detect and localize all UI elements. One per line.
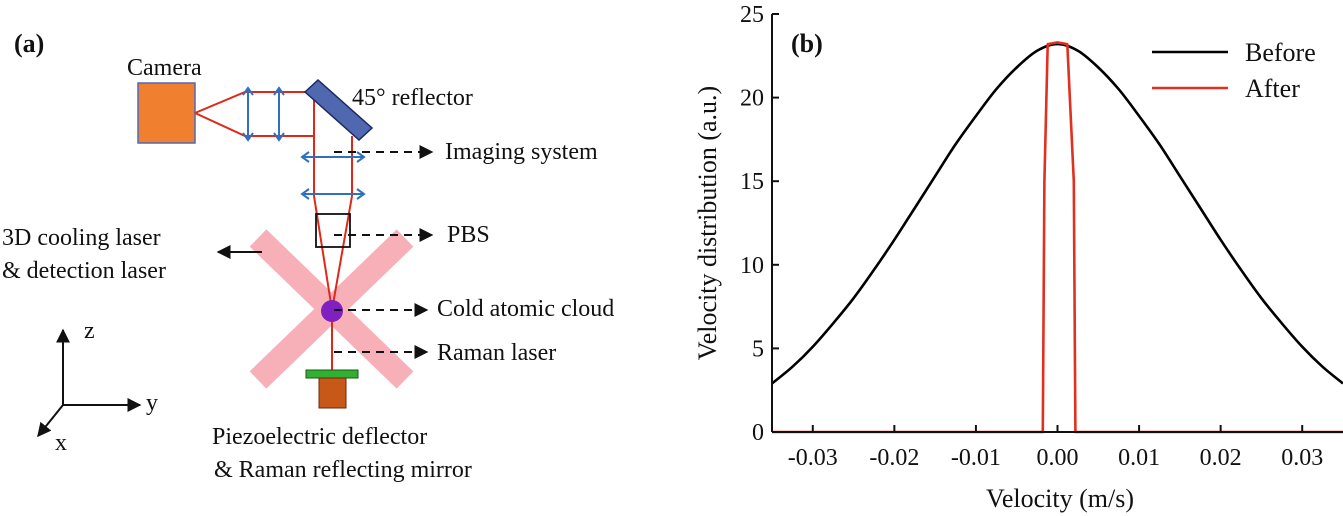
reflector-icon [303,78,374,142]
panel-a-label: (a) [14,29,44,58]
y-tick-label: 15 [740,169,764,195]
pbs-icon [315,213,351,248]
y-axis-title: Velocity distribution (a.u.) [693,86,722,360]
label-arrows [334,145,434,359]
x-tick-label: 0.03 [1281,445,1323,471]
pbs-label: PBS [447,222,490,248]
cooling-laser-label-line1: 3D cooling laser [2,225,161,251]
y-tick-label: 10 [740,253,764,279]
panel-b: (b) -0.03 -0.02 -0.01 0.00 0.01 0.02 0.03 0 5 10 1… [693,2,1343,513]
deflector-label-line2: & Raman reflecting mirror [214,457,472,483]
y-tick-label: 5 [752,336,764,362]
beam-converge-left [313,195,333,311]
lens-vertical-2 [273,86,285,142]
cooling-laser-label-line2: & detection laser [2,258,166,284]
y-tick-label: 0 [752,420,764,446]
panel-a: (a) Camera 45° reflector [2,29,614,483]
x-tick-label: -0.01 [951,445,1001,471]
lens-horizontal-2 [300,188,366,200]
y-tick-label: 20 [740,86,764,112]
imaging-system-label: Imaging system [445,139,598,165]
x-axis-arrow [37,404,64,438]
raman-mirror-icon [305,369,359,379]
legend-label-after: After [1245,74,1300,103]
series-layer [771,41,1343,434]
plot-area: -0.03 -0.02 -0.01 0.00 0.01 0.02 0.03 0 5 10 15 20 2… [740,2,1343,471]
legend: Before After [1152,38,1316,103]
x-tick-label: 0.02 [1200,445,1242,471]
lens-horizontal-1 [300,151,366,163]
raman-laser-label: Raman laser [437,340,556,366]
y-axis-label: y [146,390,158,416]
beam-lower-horizontal [194,112,314,137]
y-tick-label: 25 [740,2,764,28]
beam-upper-horizontal [194,91,314,114]
legend-label-before: Before [1245,38,1316,67]
x-tick-label: -0.02 [869,445,919,471]
atom-cloud-icon [321,300,343,322]
ticks-layer: -0.03 -0.02 -0.01 0.00 0.01 0.02 0.03 0 5 10 15 20 2… [740,2,1323,471]
x-axis-label: x [55,430,67,456]
lenses [242,86,366,200]
coordinate-axes [37,328,142,438]
reflector-label: 45° reflector [352,85,473,111]
camera-label: Camera [127,55,202,81]
x-tick-label: -0.03 [788,445,838,471]
x-tick-label: 0.00 [1037,445,1079,471]
lens-vertical-1 [242,86,254,142]
panel-b-label: (b) [791,29,823,58]
deflector-label-line1: Piezoelectric deflector [212,424,427,450]
cold-atomic-cloud-label: Cold atomic cloud [437,296,614,322]
series-line-before [771,42,1343,385]
x-axis-title: Velocity (m/s) [986,484,1134,513]
camera-icon [137,82,196,144]
x-tick-label: 0.01 [1118,445,1160,471]
z-axis-label: z [84,318,95,344]
piezo-deflector-icon [318,377,347,409]
beam-converge-right [331,195,353,311]
series-line-after [772,41,1343,434]
